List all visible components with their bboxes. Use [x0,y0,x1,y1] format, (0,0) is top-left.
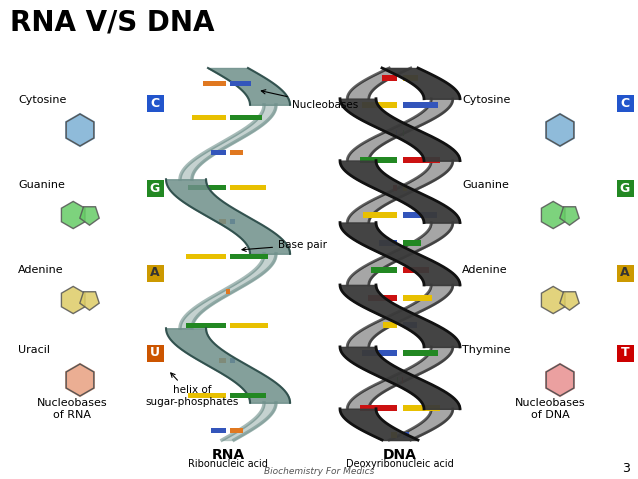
Text: C: C [151,96,160,110]
Text: Nucleobases
of RNA: Nucleobases of RNA [37,398,107,420]
FancyArrow shape [362,350,397,355]
Text: Nucleobases
of DNA: Nucleobases of DNA [515,398,585,420]
Polygon shape [560,292,579,310]
FancyArrow shape [403,405,440,411]
Text: T: T [621,346,629,360]
FancyBboxPatch shape [147,344,163,362]
FancyArrow shape [230,80,251,85]
Text: U: U [150,346,160,360]
Text: Thymine: Thymine [462,345,510,355]
FancyArrow shape [403,322,417,328]
Text: Nucleobases: Nucleobases [262,90,359,110]
Polygon shape [80,207,100,225]
Polygon shape [61,201,85,228]
FancyBboxPatch shape [147,264,163,282]
FancyArrow shape [360,405,397,411]
FancyArrow shape [403,212,437,218]
FancyBboxPatch shape [616,264,634,282]
FancyArrow shape [383,322,397,328]
FancyBboxPatch shape [616,94,634,112]
FancyArrow shape [403,158,440,163]
FancyBboxPatch shape [616,180,634,196]
Text: Ribonucleic acid: Ribonucleic acid [188,459,268,469]
FancyArrow shape [393,185,397,191]
Polygon shape [546,364,574,396]
FancyArrow shape [230,393,266,398]
FancyArrow shape [203,80,226,85]
FancyBboxPatch shape [147,180,163,196]
Text: Adenine: Adenine [462,265,508,275]
FancyArrow shape [230,219,235,224]
Polygon shape [542,201,565,228]
Text: G: G [620,182,630,194]
Text: Cytosine: Cytosine [462,95,510,105]
Text: Adenine: Adenine [18,265,64,275]
FancyArrow shape [191,115,226,120]
Polygon shape [542,286,565,314]
FancyArrow shape [403,350,438,355]
FancyArrow shape [226,289,228,294]
FancyArrow shape [230,184,266,190]
Text: Biochemistry For Medics: Biochemistry For Medics [263,467,375,476]
FancyArrow shape [230,254,268,259]
FancyArrow shape [211,427,226,433]
FancyArrow shape [392,432,397,438]
FancyArrow shape [396,130,397,136]
FancyArrow shape [230,427,243,433]
Text: Cytosine: Cytosine [18,95,66,105]
Text: Base pair: Base pair [242,240,327,251]
FancyArrow shape [403,185,407,191]
Polygon shape [546,114,574,146]
Polygon shape [80,292,100,310]
FancyArrow shape [230,150,243,155]
FancyArrow shape [219,358,226,363]
FancyArrow shape [188,184,226,190]
Text: Uracil: Uracil [18,345,50,355]
FancyArrow shape [188,393,226,398]
Text: Guanine: Guanine [462,180,509,190]
FancyArrow shape [230,323,268,329]
FancyArrow shape [403,75,419,81]
Text: C: C [620,96,630,110]
FancyArrow shape [380,240,397,246]
FancyArrow shape [226,289,230,294]
Polygon shape [61,286,85,314]
Text: 3: 3 [622,462,630,475]
FancyArrow shape [186,323,226,329]
FancyArrow shape [360,158,397,163]
FancyBboxPatch shape [616,344,634,362]
FancyArrow shape [362,103,397,108]
FancyArrow shape [230,115,262,120]
Text: DNA: DNA [383,448,417,462]
FancyArrow shape [403,432,408,438]
Text: RNA V/S DNA: RNA V/S DNA [10,8,214,36]
FancyArrow shape [368,295,397,301]
Text: RNA: RNA [211,448,244,462]
Text: Deoxyribonucleic acid: Deoxyribonucleic acid [346,459,454,469]
Polygon shape [560,207,579,225]
Text: A: A [150,266,160,280]
Text: helix of
sugar-phosphates: helix of sugar-phosphates [145,373,239,407]
FancyArrow shape [371,267,397,273]
FancyArrow shape [211,150,226,155]
FancyBboxPatch shape [147,94,163,112]
Polygon shape [66,364,94,396]
FancyArrow shape [403,240,420,246]
Text: G: G [150,182,160,194]
FancyArrow shape [219,219,226,224]
FancyArrow shape [403,130,404,136]
FancyArrow shape [403,295,432,301]
Polygon shape [66,114,94,146]
Text: Guanine: Guanine [18,180,65,190]
FancyArrow shape [403,103,438,108]
FancyArrow shape [186,254,226,259]
FancyArrow shape [363,212,397,218]
Text: A: A [620,266,630,280]
FancyArrow shape [403,267,429,273]
FancyArrow shape [382,75,397,81]
FancyArrow shape [230,358,235,363]
